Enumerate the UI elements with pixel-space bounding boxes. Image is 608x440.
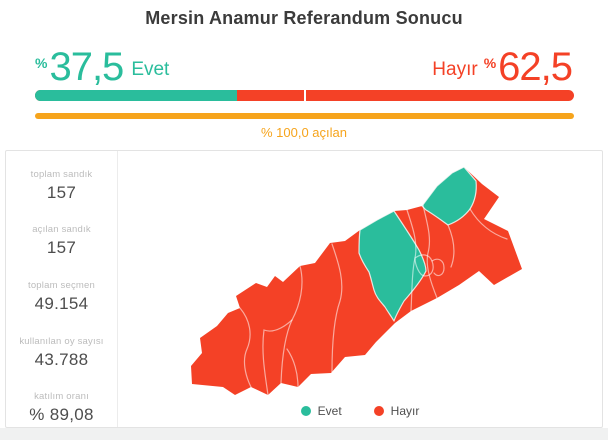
legend-item-hayir[interactable]: Hayır bbox=[373, 404, 420, 418]
district-map bbox=[164, 159, 536, 411]
result-bar-midpoint-marker bbox=[303, 90, 306, 101]
stat-label: toplam sandık bbox=[30, 169, 93, 180]
map-legend: Evet Hayır bbox=[118, 404, 602, 418]
stat-label: toplam seçmen bbox=[27, 280, 96, 291]
legend-label-evet: Evet bbox=[317, 404, 342, 418]
stat-label: katılım oranı bbox=[34, 391, 89, 402]
page-bottom-strip bbox=[0, 428, 608, 440]
stat-kullanilan-oy: kullanılan oy sayısı 43.788 bbox=[6, 336, 117, 370]
evet-percent-sign: % bbox=[35, 55, 48, 71]
stat-katilim-orani: katılım oranı % 89,08 bbox=[6, 391, 117, 425]
hayir-result: Hayır % 62,5 bbox=[426, 45, 574, 89]
evet-label: Evet bbox=[131, 59, 170, 80]
stat-value: 43.788 bbox=[34, 350, 89, 369]
map-region-evet-central[interactable] bbox=[358, 210, 427, 322]
result-bar bbox=[35, 90, 574, 101]
stat-value: 157 bbox=[46, 238, 77, 257]
legend-label-hayir: Hayır bbox=[390, 404, 420, 418]
evet-percent-value: 37,5 bbox=[49, 45, 124, 89]
hayir-label: Hayır bbox=[432, 59, 478, 80]
hayir-percent-sign: % bbox=[483, 55, 497, 71]
evet-result: % 37,5 Evet bbox=[35, 45, 175, 89]
vertical-divider bbox=[117, 151, 118, 427]
stats-column: toplam sandık 157 açılan sandık 157 topl… bbox=[6, 151, 117, 427]
stat-label: açılan sandık bbox=[32, 224, 91, 235]
hayir-percent-value: 62,5 bbox=[498, 45, 573, 89]
hayir-dot-icon bbox=[373, 406, 384, 416]
map-region-hayir[interactable] bbox=[191, 167, 522, 395]
evet-dot-icon bbox=[300, 406, 311, 416]
stat-acilan-sandik: açılan sandık 157 bbox=[6, 224, 117, 258]
stat-value: 157 bbox=[46, 183, 77, 202]
details-panel: toplam sandık 157 açılan sandık 157 topl… bbox=[5, 150, 603, 428]
result-bar-evet-segment bbox=[35, 90, 238, 101]
stat-value: % 89,08 bbox=[29, 405, 94, 424]
map-internal-boundaries bbox=[239, 204, 508, 396]
map-region-evet-north[interactable] bbox=[421, 166, 477, 226]
stat-toplam-secmen: toplam seçmen 49.154 bbox=[6, 280, 117, 314]
stat-toplam-sandik: toplam sandık 157 bbox=[6, 169, 117, 203]
page-title: Mersin Anamur Referandum Sonucu bbox=[145, 8, 463, 28]
stat-value: 49.154 bbox=[34, 294, 89, 313]
legend-item-evet[interactable]: Evet bbox=[300, 404, 342, 418]
stat-label: kullanılan oy sayısı bbox=[19, 336, 104, 347]
opened-ballots-bar bbox=[35, 113, 574, 119]
opened-ballots-label: % 100,0 açılan bbox=[260, 125, 347, 140]
